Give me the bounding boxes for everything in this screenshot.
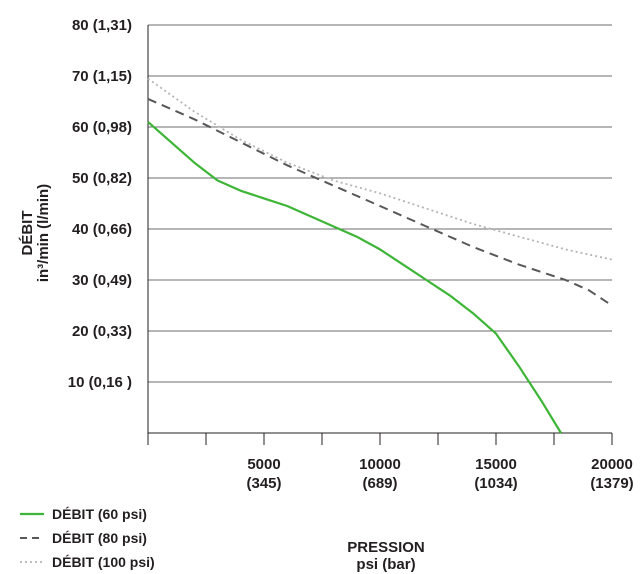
x-axis-title: PRESSION psi (bar) (347, 539, 425, 573)
x-tick-label-15000-line1: 15000 (475, 456, 517, 473)
x-tick-label-10000-line2: (689) (362, 475, 397, 492)
y-tick-label-50: 50 (0,82) (72, 170, 132, 187)
x-tick-label-20000-line2: (1379) (590, 475, 633, 492)
grid-lines (148, 24, 612, 383)
x-tick-label-5000-line2: (345) (246, 475, 281, 492)
x-tick-label-5000-line1: 5000 (247, 456, 280, 473)
series-line-2 (147, 97, 613, 307)
x-tick-label-15000-line2: (1034) (474, 475, 517, 492)
y-tick-label-80: 80 (1,31) (72, 17, 132, 34)
x-axis-title-line1: PRESSION (347, 539, 425, 556)
legend-label-3: DÉBIT (100 psi) (52, 554, 155, 570)
x-tick-labels: 5000 (345) 10000 (689) 15000 (1034) 20000 (1379… (246, 456, 633, 492)
y-tick-label-70: 70 (1,15) (72, 68, 132, 85)
y-axis-title: DÉBIT in³/min (l/min) (19, 184, 52, 282)
chart-axes (147, 25, 613, 445)
legend-label-2: DÉBIT (80 psi) (52, 530, 147, 546)
series-line-3 (147, 77, 613, 261)
y-axis-title-line1: DÉBIT (19, 211, 36, 256)
y-axis-title-line2: in³/min (l/min) (35, 184, 52, 282)
legend-label-1: DÉBIT (60 psi) (52, 506, 147, 522)
y-tick-label-40: 40 (0,66) (72, 221, 132, 238)
series-lines (147, 77, 613, 434)
y-tick-label-20: 20 (0,33) (72, 323, 132, 340)
series-line-1 (147, 121, 562, 434)
x-tick-label-20000-line1: 20000 (591, 456, 633, 473)
y-tick-label-10: 10 (0,16 ) (68, 374, 132, 391)
x-axis-title-line2: psi (bar) (356, 556, 415, 573)
x-tick-label-10000-line1: 10000 (359, 456, 401, 473)
y-tick-label-60: 60 (0,98) (72, 119, 132, 136)
y-tick-labels: 10 (0,16 ) 20 (0,33) 30 (0,49) 40 (0,66) 50 … (68, 17, 132, 391)
legend: DÉBIT (60 psi) DÉBIT (80 psi) DÉBIT (100 p… (20, 506, 155, 570)
y-tick-label-30: 30 (0,49) (72, 272, 132, 289)
